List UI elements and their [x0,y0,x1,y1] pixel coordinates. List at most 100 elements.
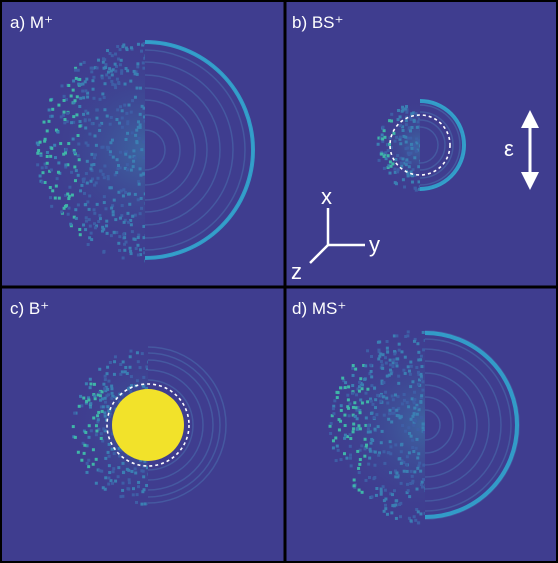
speckle [67,84,70,87]
speckle [113,231,116,234]
speckle [112,467,115,470]
speckle [92,416,95,419]
speckle [389,471,392,474]
speckle [72,89,75,92]
speckle [401,110,404,113]
speckle [373,476,376,479]
speckle [112,213,115,216]
speckle [114,86,117,89]
speckle [77,451,80,454]
speckle [91,122,94,125]
speckle [395,357,398,360]
speckle [360,444,363,447]
speckle [129,355,132,358]
speckle [85,172,88,175]
speckle [72,79,75,82]
speckle [139,366,142,369]
speckle [83,444,86,447]
speckle [82,397,85,400]
speckle [142,225,145,228]
speckle [54,156,57,159]
speckle [108,67,111,70]
speckle [399,136,402,139]
speckle [400,162,403,165]
speckle [358,381,361,384]
speckle [382,485,385,488]
speckle [82,96,85,99]
speckle [387,451,390,454]
speckle [349,454,352,457]
speckle [140,503,143,506]
speckle [77,203,80,206]
speckle [421,380,424,383]
speckle [92,97,95,100]
speckle [142,376,145,379]
speckle [39,174,42,177]
speckle [130,169,133,172]
speckle [364,364,367,367]
speckle [121,495,124,498]
speckle [64,163,67,166]
speckle [53,144,56,147]
speckle [70,171,73,174]
speckle [126,132,129,135]
speckle [51,189,54,192]
speckle [379,400,382,403]
speckle [77,142,80,145]
speckle [110,385,113,388]
speckle [134,238,137,241]
speckle [411,415,414,418]
speckle [132,160,135,163]
speckle [102,405,105,408]
speckle [349,433,352,436]
speckle [84,203,87,206]
speckle [374,428,377,431]
speckle [354,415,357,418]
speckle [103,201,106,204]
speckle [408,451,411,454]
speckle [90,153,93,156]
speckle [392,398,395,401]
speckle [92,76,95,79]
speckle [415,366,418,369]
speckle [405,119,408,122]
speckle [407,174,410,177]
speckle [399,115,402,118]
speckle [110,387,113,390]
speckle [132,493,135,496]
speckle [417,428,420,431]
speckle [139,248,142,251]
speckle [51,115,54,118]
speckle [376,394,379,397]
speckle [415,447,418,450]
speckle [87,243,90,246]
speckle [123,104,126,107]
speckle [374,398,377,401]
speckle [394,140,397,143]
speckle [396,471,399,474]
speckle [98,469,101,472]
speckle [329,425,332,428]
speckle [87,399,90,402]
speckle [95,430,98,433]
speckle [60,115,63,118]
speckle [119,373,122,376]
speckle [95,117,98,120]
speckle [384,356,387,359]
speckle [366,349,369,352]
speckle [135,247,138,250]
speckle [398,457,401,460]
speckle [124,191,127,194]
speckle [404,356,407,359]
speckle [70,94,73,97]
speckle [140,148,143,151]
speckle [104,378,107,381]
speckle [341,377,344,380]
speckle [84,228,87,231]
speckle [397,109,400,112]
speckle [97,59,100,62]
speckle [104,66,107,69]
speckle [389,359,392,362]
speckle [413,419,416,422]
speckle [131,215,134,218]
